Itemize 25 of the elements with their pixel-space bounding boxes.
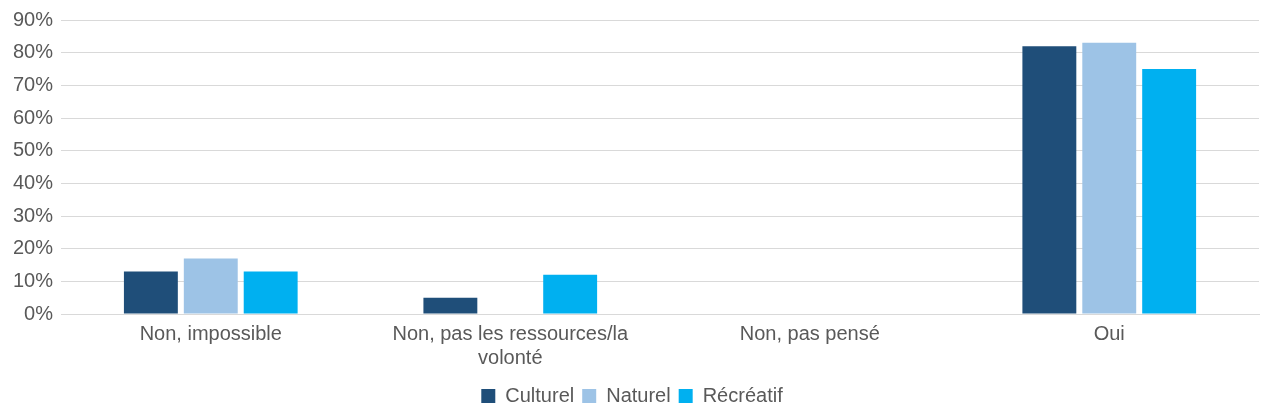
legend-label: Culturel: [505, 383, 575, 406]
bar: [1142, 69, 1197, 314]
bar: [1082, 42, 1137, 314]
bar: [1022, 46, 1077, 314]
x-tick-label: Non, pas les ressources/la volonté: [392, 321, 629, 368]
legend-label: Récréatif: [702, 383, 784, 406]
x-tick-label: Non, impossible: [139, 321, 282, 344]
x-tick-label: Oui: [1093, 321, 1125, 344]
y-tick-label: 70%: [13, 72, 54, 95]
y-tick-label: 10%: [13, 268, 54, 291]
bar: [183, 258, 238, 314]
bar: [423, 297, 478, 314]
y-tick-label: 0%: [24, 301, 54, 324]
bar: [123, 271, 178, 314]
y-tick-label: 80%: [13, 40, 54, 63]
y-tick-label: 30%: [13, 203, 54, 226]
bar: [243, 271, 298, 314]
x-tick-label: Non, pas pensé: [739, 321, 880, 344]
y-tick-label: 20%: [13, 236, 54, 259]
y-tick-label: 90%: [13, 7, 54, 30]
bar: [543, 274, 598, 314]
y-tick-label: 50%: [13, 138, 54, 161]
y-tick-label: 40%: [13, 170, 54, 193]
y-tick-label: 60%: [13, 105, 54, 128]
legend-label: Naturel: [606, 383, 671, 406]
